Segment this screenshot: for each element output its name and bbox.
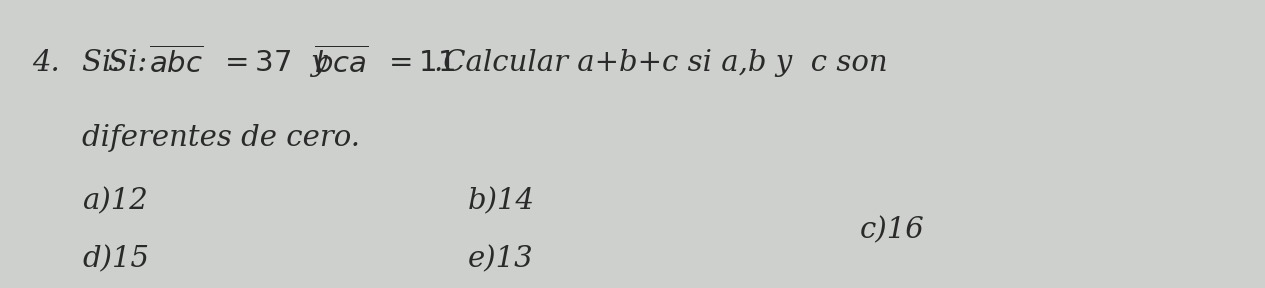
Text: d)15: d)15 <box>82 245 149 273</box>
Text: .Calcular a+b+c si a,b y  c son: .Calcular a+b+c si a,b y c son <box>434 49 888 77</box>
Text: diferentes de cero.: diferentes de cero. <box>82 124 361 152</box>
Text: c)16: c)16 <box>860 216 925 245</box>
Text: $=37$  y: $=37$ y <box>219 48 329 79</box>
Text: a)12: a)12 <box>82 187 148 216</box>
Text: 4.: 4. <box>32 49 59 77</box>
Text: $\overline{abc}$: $\overline{abc}$ <box>149 47 204 79</box>
Text: $=11$: $=11$ <box>383 49 455 77</box>
Text: e)13: e)13 <box>468 245 534 273</box>
Text: $\overline{bca}$: $\overline{bca}$ <box>314 47 368 79</box>
Text: Si:: Si: <box>82 49 130 77</box>
Text: Si:: Si: <box>108 49 156 77</box>
Text: b)14: b)14 <box>468 187 535 216</box>
